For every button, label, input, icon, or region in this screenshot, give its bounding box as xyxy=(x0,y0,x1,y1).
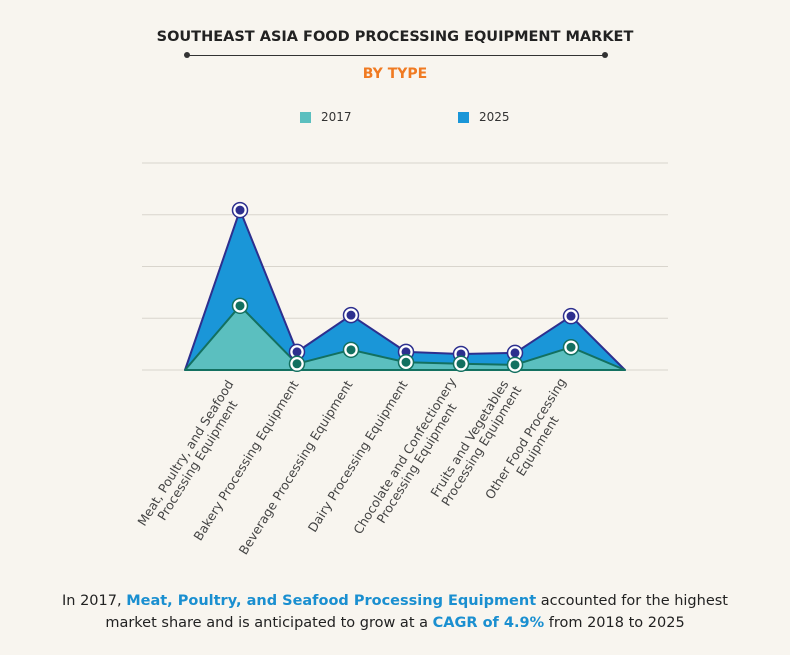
legend-item-2017: 2017 xyxy=(300,110,352,124)
legend-label-2017: 2017 xyxy=(321,110,352,124)
point-2017 xyxy=(456,359,466,369)
point-2017 xyxy=(292,359,302,369)
point-2025 xyxy=(346,310,356,320)
legend-label-2025: 2025 xyxy=(479,110,510,124)
footer-text: from 2018 to 2025 xyxy=(544,615,685,631)
footer-text: accounted for the highest xyxy=(536,593,728,609)
footer-text: In 2017, xyxy=(62,593,127,609)
point-2025 xyxy=(566,311,576,321)
point-2017 xyxy=(401,357,411,367)
footer-text: market share and is anticipated to grow … xyxy=(105,615,433,631)
point-2025 xyxy=(292,347,302,357)
legend-item-2025: 2025 xyxy=(458,110,510,124)
x-tick-label: Beverage Processing Equipment xyxy=(236,378,356,558)
title-divider xyxy=(187,55,605,56)
point-2025 xyxy=(401,347,411,357)
point-2025 xyxy=(510,348,520,358)
point-2017 xyxy=(510,360,520,370)
legend-swatch-2017 xyxy=(300,111,311,123)
legend-swatch-2025 xyxy=(458,111,469,123)
point-2025 xyxy=(235,205,245,215)
divider-dot-left xyxy=(184,52,190,58)
area-2017 xyxy=(184,304,626,371)
chart-title: SOUTHEAST ASIA FOOD PROCESSING EQUIPMENT… xyxy=(156,29,634,45)
point-2017 xyxy=(346,345,356,355)
point-2017 xyxy=(235,301,245,311)
x-tick-label: Meat, Poultry, and SeafoodProcessing Equ… xyxy=(134,377,248,536)
point-2017 xyxy=(566,342,576,352)
footer-note: In 2017, Meat, Poultry, and Seafood Proc… xyxy=(0,590,790,634)
chart-subtitle: BY TYPE xyxy=(362,66,428,82)
footer-highlight-cagr: CAGR of 4.9% xyxy=(432,615,545,631)
divider-dot-right xyxy=(602,52,608,58)
footer-highlight-segment: Meat, Poultry, and Seafood Processing Eq… xyxy=(126,593,537,609)
